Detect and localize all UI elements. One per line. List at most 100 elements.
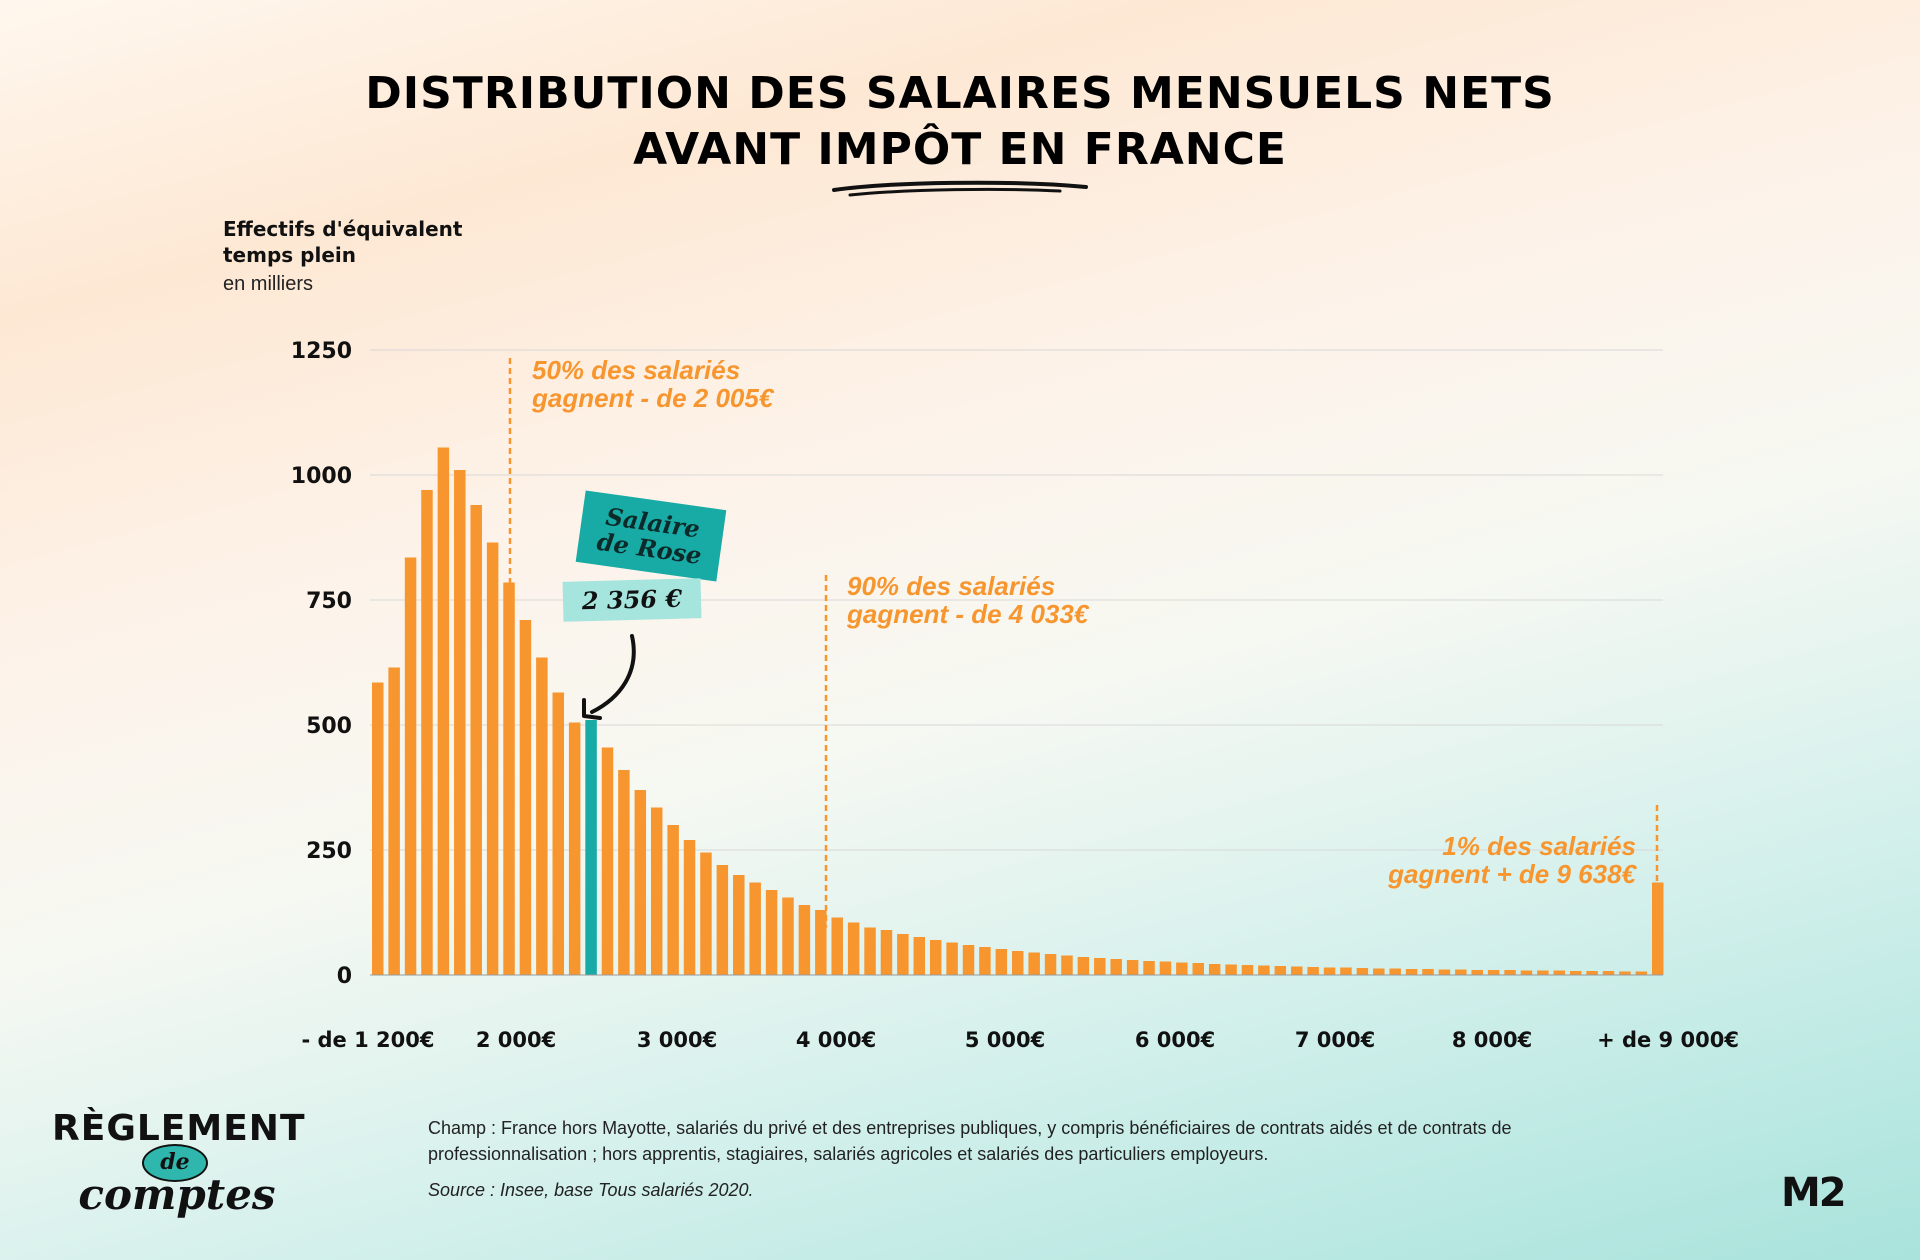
bar xyxy=(404,557,417,975)
bar xyxy=(1553,970,1566,975)
bar xyxy=(880,930,893,975)
bar xyxy=(1438,969,1451,975)
bar xyxy=(1126,960,1139,975)
bar xyxy=(1307,967,1319,975)
bar xyxy=(437,447,450,975)
median-annotation-line-2: gagnent - de 2 005€ xyxy=(532,383,774,413)
bar xyxy=(1537,970,1549,975)
bar xyxy=(897,934,909,975)
chart-title: DISTRIBUTION DES SALAIRES MENSUELS NETS … xyxy=(0,66,1920,178)
bar xyxy=(1619,971,1631,975)
bar xyxy=(847,922,860,975)
bar xyxy=(995,949,1008,975)
y-tick-label-0: 0 xyxy=(337,964,352,989)
bar xyxy=(568,722,581,975)
bar xyxy=(1602,971,1615,975)
bar xyxy=(1586,971,1598,975)
logo-word-de: de xyxy=(142,1144,208,1182)
bar xyxy=(749,882,761,975)
source-note: Source : Insee, base Tous salariés 2020. xyxy=(428,1180,754,1200)
bar xyxy=(1520,970,1533,975)
y-axis-label-line-1: Effectifs d'équivalent xyxy=(223,217,463,241)
rose-salary-tag: 2 356 € xyxy=(562,578,702,622)
bar xyxy=(716,865,729,975)
bar xyxy=(1241,965,1254,975)
bar xyxy=(733,875,745,975)
median-annotation: 50% des salariés gagnent - de 2 005€ xyxy=(532,356,773,412)
bar xyxy=(979,947,991,975)
bar xyxy=(1192,963,1204,975)
d9-annotation-line-1: 90% des salariés xyxy=(847,571,1056,601)
bar xyxy=(1061,955,1073,975)
bar xyxy=(683,840,696,975)
bar xyxy=(1356,968,1369,975)
bar xyxy=(1208,964,1221,975)
bar xyxy=(536,657,548,975)
bar xyxy=(1323,967,1336,975)
bar xyxy=(765,890,778,975)
bar xyxy=(486,542,499,975)
p99-annotation: 1% des salariés gagnent + de 9 638€ xyxy=(1300,832,1636,888)
bar xyxy=(1077,957,1090,975)
bar xyxy=(1159,961,1172,975)
x-tick-label: 5 000€ xyxy=(965,1028,1045,1052)
p99-annotation-line-1: 1% des salariés xyxy=(1442,831,1636,861)
bar xyxy=(831,917,843,975)
d9-annotation: 90% des salariés gagnent - de 4 033€ xyxy=(847,572,1088,628)
reglement-de-comptes-logo: RÈGLEMENT comptes de xyxy=(52,1108,306,1219)
x-tick-label: 3 000€ xyxy=(637,1028,717,1052)
y-axis-label: Effectifs d'équivalent temps plein xyxy=(223,216,543,268)
bar xyxy=(1044,954,1057,975)
bar xyxy=(929,940,942,975)
pointer-arrow xyxy=(590,634,636,714)
y-tick-label-1250: 1250 xyxy=(291,339,352,364)
y-tick-label-500: 500 xyxy=(306,714,352,739)
bar xyxy=(1258,965,1270,975)
x-tick-label: 7 000€ xyxy=(1295,1028,1375,1052)
bar xyxy=(1340,967,1352,975)
bar xyxy=(798,905,811,975)
bar xyxy=(372,682,384,975)
x-tick-label: 8 000€ xyxy=(1452,1028,1532,1052)
bar xyxy=(1290,966,1303,975)
bar xyxy=(650,807,663,975)
bar xyxy=(1225,964,1237,975)
bar xyxy=(1487,970,1500,975)
y-tick-label-250: 250 xyxy=(306,839,352,864)
bar xyxy=(601,747,614,975)
bar xyxy=(1405,969,1418,975)
bar xyxy=(913,937,926,975)
bar xyxy=(1176,962,1188,975)
bar xyxy=(1373,968,1385,975)
y-axis-label-line-2: temps plein xyxy=(223,243,356,267)
bar xyxy=(1471,970,1483,975)
bar xyxy=(1652,882,1664,975)
bar xyxy=(1012,951,1024,975)
x-tick-label: - de 1 200€ xyxy=(302,1028,435,1052)
bar xyxy=(634,790,647,975)
bar xyxy=(782,897,794,975)
bar xyxy=(815,910,827,975)
bar xyxy=(503,582,515,975)
x-tick-label: + de 9 000€ xyxy=(1597,1028,1739,1052)
y-tick-label-1000: 1000 xyxy=(291,464,352,489)
bar xyxy=(1389,968,1401,975)
x-tick-label: 6 000€ xyxy=(1135,1028,1215,1052)
bar xyxy=(519,620,532,975)
bar xyxy=(1455,969,1467,975)
title-underline xyxy=(832,180,1088,197)
logo-word-reglement: RÈGLEMENT xyxy=(52,1108,306,1149)
bar xyxy=(1110,959,1122,975)
m2-logo: M2 xyxy=(1781,1170,1847,1216)
bar xyxy=(454,470,466,975)
y-tick-label-750: 750 xyxy=(306,589,352,614)
median-annotation-line-1: 50% des salariés xyxy=(532,355,741,385)
bar xyxy=(1504,970,1516,975)
bar xyxy=(1274,966,1287,975)
bar xyxy=(1635,971,1648,975)
bar xyxy=(585,720,597,975)
title-line-2: AVANT IMPÔT EN FRANCE xyxy=(633,124,1287,175)
bar xyxy=(1569,971,1582,975)
scope-footnote: Champ : France hors Mayotte, salariés du… xyxy=(428,1118,1512,1164)
